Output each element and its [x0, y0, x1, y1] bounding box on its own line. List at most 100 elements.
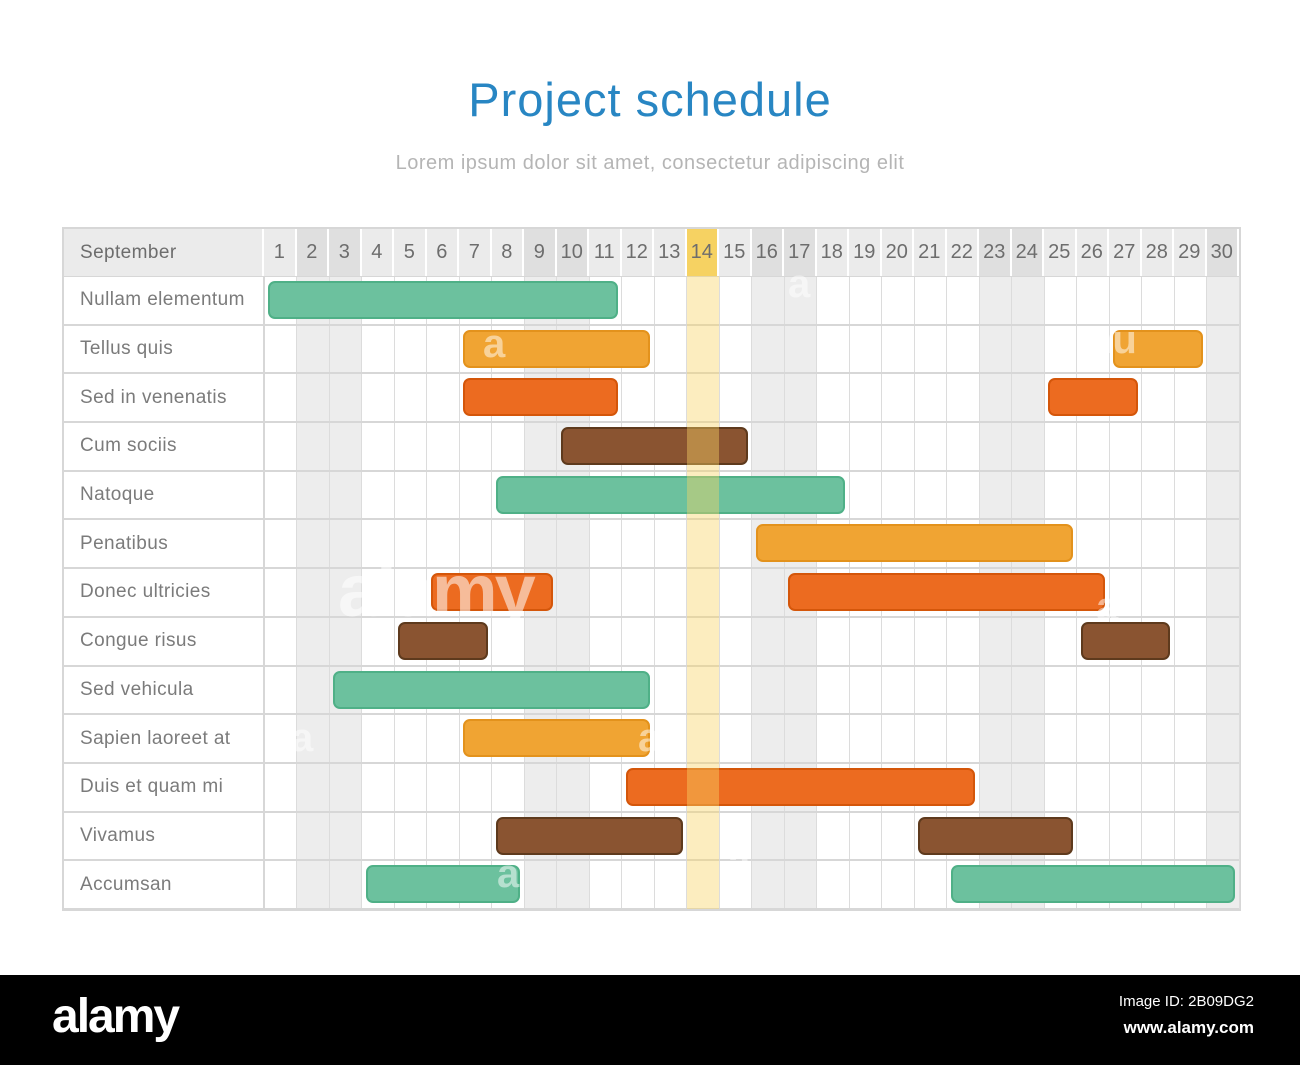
gantt-bar — [398, 621, 488, 660]
day-header-cell: 15 — [719, 229, 752, 276]
alamy-logo: alamy — [52, 990, 180, 1043]
grid-line-horizontal — [64, 615, 1239, 618]
grid-line-vertical — [361, 276, 362, 909]
weekend-stripe — [751, 276, 784, 909]
grid-line-horizontal — [64, 810, 1239, 813]
task-label: Vivamus — [80, 824, 156, 846]
gantt-bar — [463, 378, 618, 417]
day-header-cell: 19 — [849, 229, 882, 276]
grid-line-horizontal — [64, 469, 1239, 472]
day-header-cell: 20 — [881, 229, 914, 276]
day-header-cell: 10 — [556, 229, 589, 276]
gantt-bar — [755, 524, 1073, 563]
task-label: Duis et quam mi — [80, 776, 224, 798]
grid-line-vertical — [653, 276, 655, 909]
grid-line-horizontal — [64, 664, 1239, 667]
grid-line-horizontal — [64, 518, 1239, 521]
day-header-cell: 1 — [264, 229, 297, 276]
alamy-footer-bar: alamy Image ID: 2B09DG2 www.alamy.com — [0, 975, 1300, 1065]
grid-line-vertical — [1238, 276, 1240, 909]
gantt-bar — [788, 573, 1105, 612]
day-header-cell: 24 — [1011, 229, 1044, 276]
page-subtitle: Lorem ipsum dolor sit amet, consectetur … — [395, 152, 905, 174]
grid-line-horizontal — [64, 567, 1239, 570]
task-label: Natoque — [80, 484, 155, 506]
grid-line-horizontal — [64, 859, 1239, 862]
task-label: Sed vehicula — [80, 678, 194, 700]
day-header-cell: 11 — [589, 229, 622, 276]
gantt-bar — [1048, 378, 1138, 417]
month-label: September — [64, 229, 264, 276]
day-header-cell: 16 — [751, 229, 784, 276]
grid-line-vertical — [393, 276, 395, 909]
grid-line-vertical — [1206, 276, 1207, 909]
grid-line-horizontal — [64, 713, 1239, 716]
gantt-bar — [950, 865, 1235, 904]
gantt-bar — [560, 427, 748, 466]
grid-line-vertical — [1173, 276, 1175, 909]
page-title: Project schedule — [468, 73, 832, 126]
day-header-cell: 27 — [1109, 229, 1142, 276]
day-header-cell: 17 — [784, 229, 817, 276]
grid-line-vertical — [751, 276, 752, 909]
task-label: Congue risus — [80, 630, 197, 652]
day-header-cell: 22 — [946, 229, 979, 276]
day-header-cell: 2 — [296, 229, 329, 276]
weekend-stripe — [1206, 276, 1239, 909]
day-header-cell-today: 14 — [686, 229, 719, 276]
gantt-bar — [268, 281, 618, 319]
grid-line-vertical — [328, 276, 330, 909]
grid-line-vertical — [621, 276, 622, 909]
task-label: Sed in venenatis — [80, 386, 227, 408]
day-header-cell: 25 — [1044, 229, 1077, 276]
grid-line-horizontal — [64, 908, 1239, 910]
day-header-cell: 8 — [491, 229, 524, 276]
grid-line-horizontal — [64, 323, 1239, 326]
day-header-cell: 29 — [1174, 229, 1207, 276]
gantt-bar — [625, 767, 975, 806]
grid-line-vertical — [1108, 276, 1110, 909]
grid-line-vertical — [686, 276, 687, 909]
grid-line-horizontal — [64, 275, 1239, 277]
task-label: Nullam elementum — [80, 289, 245, 311]
grid-line-horizontal — [64, 761, 1239, 764]
day-header-cell: 18 — [816, 229, 849, 276]
grid-line-vertical — [718, 276, 720, 909]
grid-line-vertical — [296, 276, 297, 909]
grid-line-horizontal — [64, 421, 1239, 424]
gantt-bar — [495, 475, 845, 514]
task-label: Accumsan — [80, 873, 172, 895]
day-header-cell: 5 — [394, 229, 427, 276]
gantt-bar — [430, 573, 553, 612]
gantt-bar — [463, 329, 650, 368]
day-header-cell: 21 — [914, 229, 947, 276]
grid-line-vertical — [783, 276, 785, 909]
alamy-url-text: www.alamy.com — [1123, 1018, 1254, 1037]
grid-line-vertical — [588, 276, 590, 909]
weekend-stripe — [556, 276, 589, 909]
gantt-bar — [333, 670, 650, 709]
day-header-cell: 12 — [621, 229, 654, 276]
gantt-chart: September 1 2 3 4 5 6 7 8 9 10 11 12 13 14 15 16 17 18 19 20… — [62, 227, 1241, 911]
day-header-cell: 23 — [979, 229, 1012, 276]
day-header-cell: 7 — [459, 229, 492, 276]
today-stripe — [686, 276, 719, 909]
task-label: Tellus quis — [80, 338, 174, 360]
grid-line-vertical — [426, 276, 427, 909]
gantt-bar — [463, 719, 650, 758]
day-header-cell: 13 — [654, 229, 687, 276]
grid-line-vertical — [1141, 276, 1142, 909]
day-header-cell: 30 — [1206, 229, 1239, 276]
day-header-cell: 3 — [329, 229, 362, 276]
gantt-bar — [365, 865, 520, 904]
gantt-bar — [918, 816, 1073, 855]
gantt-bar — [495, 816, 683, 855]
grid-line-horizontal — [64, 372, 1239, 375]
task-label: Sapien laoreet at — [80, 727, 231, 749]
gantt-bar — [1080, 621, 1170, 660]
weekend-stripe — [296, 276, 329, 909]
day-header-cell: 28 — [1141, 229, 1174, 276]
day-header-cell: 4 — [361, 229, 394, 276]
task-label: Donec ultricies — [80, 581, 211, 603]
